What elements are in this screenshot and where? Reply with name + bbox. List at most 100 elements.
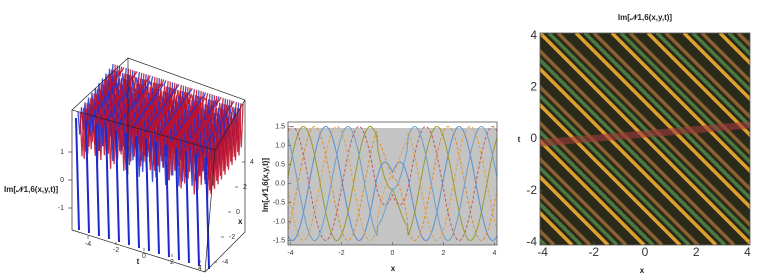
- stripe: [540, 192, 592, 245]
- surface-ridge: [170, 92, 207, 142]
- curve: [288, 125, 497, 242]
- surface-front: [135, 135, 140, 249]
- surface-ridge: [167, 91, 204, 159]
- x-tick-label: 4: [250, 159, 254, 166]
- stripe: [547, 33, 750, 237]
- x-tick-label: 2: [693, 245, 700, 259]
- curves: [288, 125, 497, 245]
- x-tick-label: 4: [492, 250, 496, 257]
- stripe: [540, 39, 745, 245]
- stripe: [540, 156, 628, 245]
- surface-ridge: [143, 83, 180, 133]
- x-tick-label: 0: [391, 250, 395, 257]
- stripe: [756, 33, 762, 245]
- y-tick-label: 2: [530, 79, 537, 93]
- y-axis-label: Im[𝒩1,6(x,y,t)]: [261, 158, 270, 213]
- x-tick-label: 0: [236, 209, 240, 216]
- x-axis-label: x: [391, 264, 396, 273]
- stripe: [619, 33, 750, 165]
- stripe: [583, 33, 750, 201]
- t-tick-label: 4: [198, 265, 202, 272]
- z-tick-label: -1: [58, 205, 64, 212]
- stripe: [540, 174, 610, 245]
- x-tick-label: -4: [222, 259, 228, 266]
- t-tick-label: -2: [113, 247, 119, 254]
- surface-front: [185, 150, 190, 264]
- curve: [288, 125, 497, 242]
- x-axis-label: x: [238, 217, 243, 226]
- density-plot: -4 -2 0 2 4 -4 -2 0 2 4 Im[𝒩1,6(x,y,t)] x t: [518, 13, 762, 275]
- y-axis-label: t: [518, 135, 521, 144]
- stripe: [540, 48, 736, 245]
- x-tick-label: -2: [229, 234, 235, 241]
- stripe: [709, 33, 750, 75]
- surface-front: [195, 153, 200, 267]
- stripe: [610, 33, 750, 174]
- stripe: [700, 33, 750, 84]
- stripe: [540, 201, 583, 245]
- stripe: [556, 33, 750, 228]
- curve: [288, 125, 497, 242]
- y-tick-label: 1.0: [275, 142, 285, 149]
- y-tick-label: 1.5: [275, 123, 285, 130]
- x-tick-label: -2: [338, 250, 344, 257]
- stripe: [628, 33, 750, 156]
- t-tick-label: 0: [142, 253, 146, 260]
- surface-ridge: [198, 100, 235, 150]
- y-tick-label: -4: [526, 235, 537, 249]
- y-tick-label: 0: [530, 131, 537, 145]
- surface-ridge: [207, 103, 244, 191]
- x-axis-label: x: [640, 266, 645, 275]
- stripe: [646, 33, 750, 138]
- stripe: [682, 33, 750, 102]
- x-tick-label: -2: [588, 245, 599, 259]
- surface-ridge: [130, 80, 167, 129]
- surface-ridge: [115, 75, 152, 125]
- stripe: [601, 33, 750, 183]
- surface-front: [75, 117, 80, 231]
- chart-title: Im[𝒩1,6(x,y,t)]: [618, 13, 673, 22]
- stripe: [592, 33, 750, 192]
- y-tick-label: -1.5: [273, 237, 285, 244]
- y-tick-label: -0.5: [273, 199, 285, 206]
- surface-front: [105, 126, 110, 240]
- surface-front: [205, 156, 210, 270]
- surface-ridge: [156, 88, 193, 137]
- z-tick-label: 0: [60, 177, 64, 184]
- surface-front: [125, 132, 130, 246]
- surface-ridge: [141, 83, 178, 138]
- surface-front: [155, 141, 160, 255]
- surface-front: [95, 123, 100, 237]
- y-tick-label: -1.0: [273, 218, 285, 225]
- surface-front: [165, 144, 170, 258]
- x-tick-label: 2: [243, 184, 247, 191]
- surface-ridge: [101, 71, 138, 120]
- z-tick-label: 1: [60, 149, 64, 156]
- t-axis-label: t: [137, 257, 140, 266]
- stripe: [540, 165, 619, 245]
- surface-front: [85, 120, 90, 234]
- surface-ridge: [172, 93, 209, 145]
- x-tick-label: 2: [442, 250, 446, 257]
- surface-front: [115, 129, 120, 243]
- curve: [288, 125, 497, 242]
- stripe: [540, 147, 637, 245]
- t-tick-label: 2: [170, 259, 174, 266]
- stripe: [655, 33, 750, 129]
- stripe: [565, 33, 750, 219]
- z-axis-label: Im[𝒩1,6(x,y,t)]: [4, 185, 59, 194]
- x-tick-label: 0: [642, 245, 649, 259]
- x-tick-label: -4: [537, 245, 548, 259]
- surface-ridge: [196, 100, 233, 158]
- line-plot: -4 -2 0 2 4 -1.5 -1.0 -0.5 0.0 0.5 1.0 1.5 x Im[𝒩1,6(…: [261, 121, 498, 273]
- stripe: [664, 33, 750, 120]
- x-tick-label: -4: [287, 250, 293, 257]
- wave-band: [540, 121, 750, 147]
- y-tick-label: 0.0: [275, 180, 285, 187]
- surface-ridge: [88, 67, 125, 116]
- surface-ridge: [185, 96, 222, 146]
- stripe: [691, 33, 750, 93]
- y-tick-label: -2: [526, 183, 537, 197]
